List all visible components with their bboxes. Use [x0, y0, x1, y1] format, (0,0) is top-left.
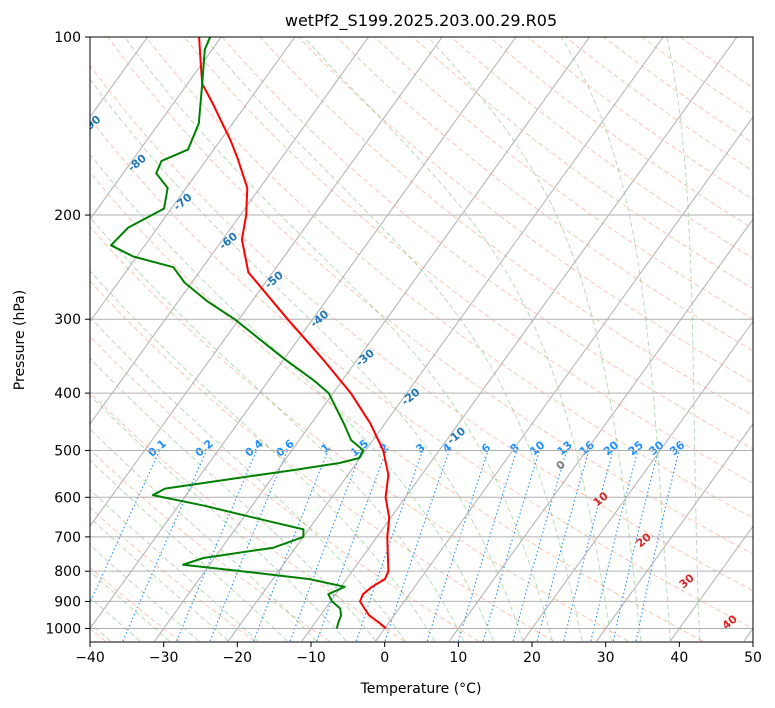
x-tick-label: 20	[523, 650, 541, 666]
mixing-ratio-line	[457, 450, 518, 642]
y-tick-label: 800	[54, 564, 81, 580]
mixing-ratio-line	[176, 450, 258, 642]
dry-adiabat-line	[183, 37, 753, 484]
moist-adiabats	[90, 37, 701, 642]
moist-adiabat-line	[90, 153, 494, 642]
y-axis-label: Pressure (hPa)	[12, 290, 28, 390]
y-tick-label: 500	[54, 443, 81, 459]
dry-adiabat-line	[374, 37, 753, 320]
dry-adiabat-line	[259, 37, 753, 417]
isotherm-line	[227, 37, 664, 642]
x-tick-label: 30	[597, 650, 615, 666]
x-axis-label: Temperature (°C)	[360, 681, 482, 697]
x-tick-label: 0	[380, 650, 389, 666]
moist-adiabat-line	[90, 270, 436, 642]
y-tick-label: 900	[54, 594, 81, 610]
dry-adiabat-line	[336, 37, 753, 352]
dry-adiabat-line	[412, 37, 753, 290]
y-tick-label: 700	[54, 530, 81, 546]
isotherm-line	[596, 423, 753, 642]
mixing-ratio-line	[355, 450, 424, 642]
moist-adiabat-line	[90, 394, 347, 642]
y-tick-label: 600	[54, 490, 81, 506]
mixing-ratio-line	[426, 450, 489, 642]
y-tick-label: 1000	[45, 622, 81, 638]
x-tick-label: −20	[223, 650, 253, 666]
x-tick-label: −10	[296, 650, 326, 666]
mixing-ratio-line	[209, 450, 288, 642]
dewpoint-profile-line	[110, 37, 365, 629]
isotherm-line	[448, 218, 753, 642]
y-tick-label: 400	[54, 386, 81, 402]
dry-adiabat-line	[221, 37, 753, 450]
moist-adiabat-line	[666, 37, 701, 642]
isotherm-line	[301, 37, 738, 642]
mixing-ratio-line	[253, 450, 329, 642]
dry-adiabats	[90, 37, 753, 642]
chart-title: wetPf2_S199.2025.203.00.29.R05	[285, 11, 557, 31]
isotherm-line	[90, 37, 369, 425]
mixing-ratio-line	[512, 450, 568, 642]
moist-adiabat-line	[90, 78, 524, 642]
mixing-ratio-line	[590, 450, 639, 642]
isotherm-line	[90, 37, 443, 528]
plot-frame	[89, 36, 754, 643]
dry-adiabat-line	[90, 171, 703, 642]
pressure-gridlines	[90, 37, 753, 629]
x-tick-label: −40	[75, 650, 105, 666]
dry-adiabat-line	[90, 117, 753, 630]
y-tick-label: 200	[54, 208, 81, 224]
dry-adiabat-line	[90, 64, 753, 592]
x-tick-label: 50	[744, 650, 762, 666]
moist-adiabat-line	[303, 37, 612, 642]
dry-adiabat-line	[90, 391, 405, 642]
sounding-profiles	[110, 37, 391, 630]
dry-adiabat-line	[90, 225, 629, 642]
y-axis-ticks: 1000 900 800 700 600 500 400 300 200 100	[45, 30, 90, 638]
dry-adiabat-line	[90, 566, 181, 642]
moist-adiabat-line	[203, 37, 583, 642]
moist-adiabat-line	[90, 216, 465, 642]
isotherm-line	[90, 37, 517, 630]
x-tick-label: 40	[670, 650, 688, 666]
y-tick-label: 300	[54, 312, 81, 328]
isotherm-line	[154, 37, 590, 642]
mixing-ratio-line	[289, 450, 363, 642]
y-tick-label: 100	[54, 30, 81, 46]
isotherm-line	[669, 525, 753, 642]
x-tick-label: −30	[149, 650, 179, 666]
moist-adiabat-line	[427, 37, 642, 642]
isotherm-line	[522, 320, 753, 642]
mixing-ratio-line	[563, 450, 614, 642]
dry-adiabat-line	[90, 280, 554, 642]
x-tick-label: 10	[449, 650, 467, 666]
mixing-ratio-line	[536, 450, 590, 642]
moist-adiabat-line	[90, 357, 376, 642]
temperature-profile-line	[198, 37, 391, 630]
isotherm-line	[90, 37, 296, 323]
isotherm-line	[90, 37, 222, 221]
moist-adiabat-line	[560, 37, 671, 642]
moist-adiabat-line	[90, 428, 318, 642]
skewed-isotherms	[90, 37, 753, 642]
moist-adiabat-line	[124, 37, 553, 642]
mixing-ratio-line	[612, 450, 659, 642]
mixing-ratio-line	[316, 450, 388, 642]
isotherm-line	[375, 116, 753, 642]
x-axis-ticks: −40 −30 −20 −10 0 10 20 30 40 50	[75, 642, 762, 666]
